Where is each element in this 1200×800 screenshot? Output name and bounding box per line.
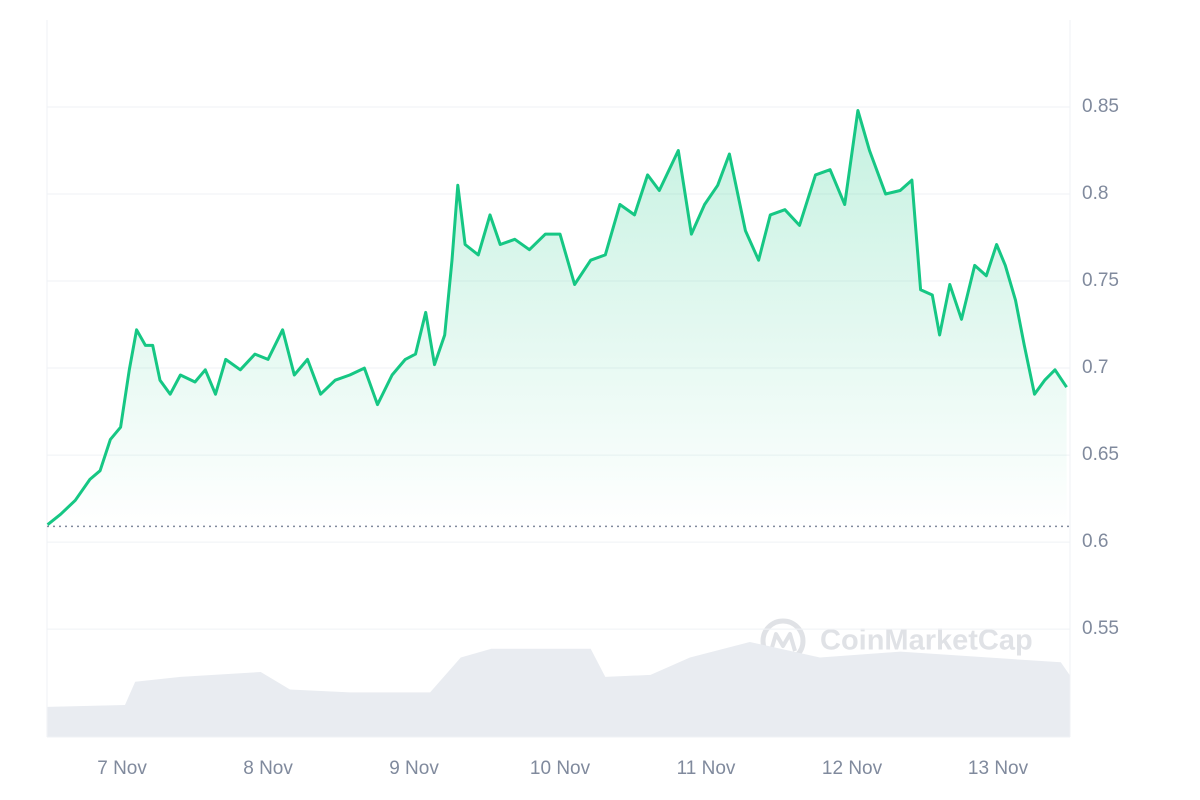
y-tick-label: 0.7 — [1082, 357, 1108, 378]
x-tick-label: 10 Nov — [530, 758, 591, 779]
volume-area — [47, 641, 1070, 737]
y-tick-label: 0.8 — [1082, 183, 1108, 204]
x-tick-label: 13 Nov — [968, 758, 1029, 779]
watermark-text: CoinMarketCap — [820, 625, 1033, 657]
y-tick-label: 0.85 — [1082, 96, 1119, 117]
price-line — [46, 109, 1068, 526]
watermark: CoinMarketCap — [760, 618, 1033, 664]
y-tick-label: 0.65 — [1082, 444, 1119, 465]
x-tick-label: 8 Nov — [243, 758, 293, 779]
x-tick-label: 12 Nov — [822, 758, 883, 779]
price-area — [47, 110, 1067, 527]
y-tick-label: 0.75 — [1082, 270, 1119, 291]
y-tick-label: 0.6 — [1082, 531, 1108, 552]
x-tick-label: 9 Nov — [389, 758, 439, 779]
y-tick-label: 0.55 — [1082, 618, 1119, 639]
x-tick-label: 7 Nov — [97, 758, 147, 779]
x-tick-label: 11 Nov — [677, 758, 736, 779]
